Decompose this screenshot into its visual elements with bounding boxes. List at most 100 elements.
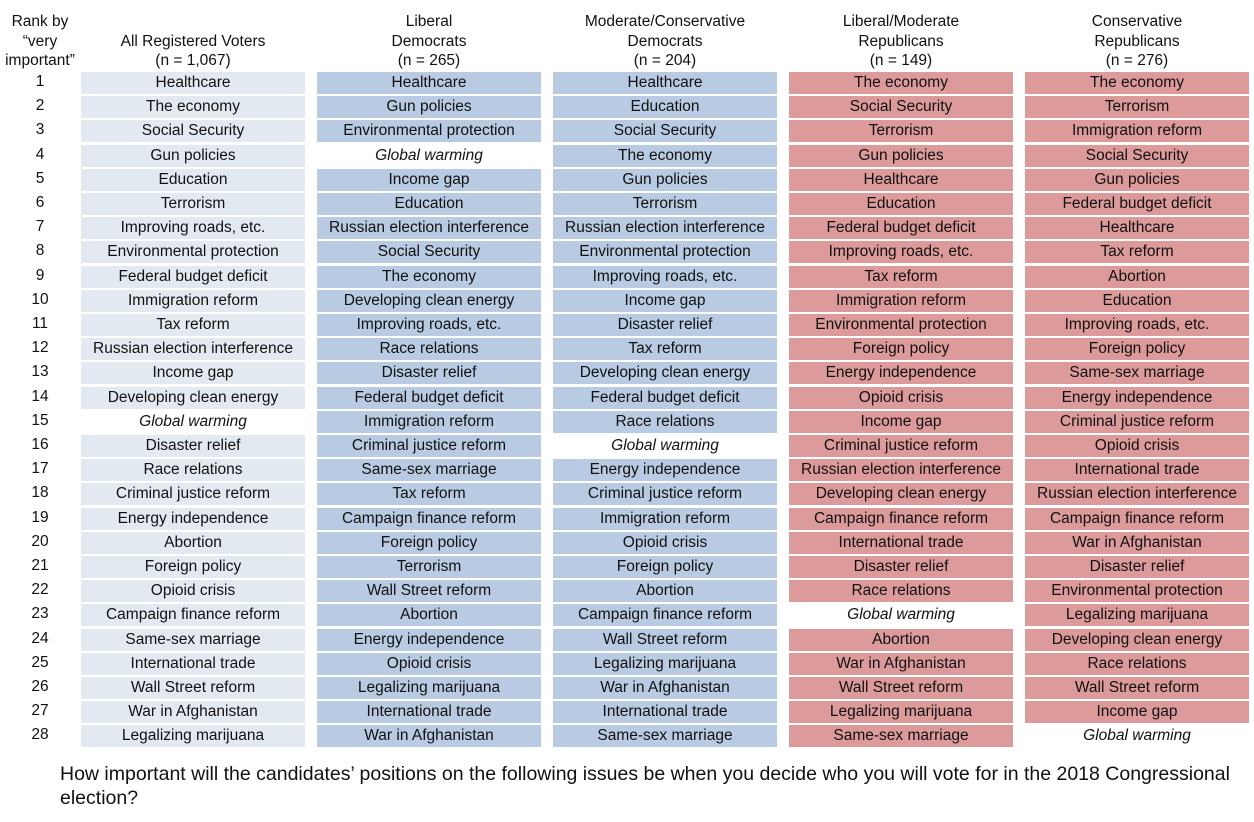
issue-cell: Immigration reform <box>81 289 305 312</box>
column-header-line: Democrats <box>391 32 467 50</box>
column-header-line: All Registered Voters <box>120 32 266 50</box>
rank-number: 11 <box>31 315 49 332</box>
issue-cell: Campaign finance reform <box>789 507 1013 530</box>
rank-number: 1 <box>35 73 45 90</box>
rank-header-line: Rank by <box>11 13 69 30</box>
issue-cell: Terrorism <box>789 120 1013 143</box>
issue-cell: Income gap <box>553 289 777 312</box>
issue-cell: Social Security <box>789 96 1013 119</box>
issue-cell: The economy <box>317 265 541 288</box>
issue-cell: Energy independence <box>81 507 305 530</box>
issue-cell: International trade <box>1025 459 1249 482</box>
issue-cell: Improving roads, etc. <box>317 314 541 336</box>
issue-cell: Campaign finance reform <box>317 507 541 530</box>
issue-cell: Healthcare <box>317 72 541 94</box>
issue-cell: Same-sex marriage <box>1025 362 1249 385</box>
issue-cell: Same-sex marriage <box>317 459 541 482</box>
issue-cell: Terrorism <box>1025 96 1249 119</box>
issue-cell: Immigration reform <box>553 507 777 530</box>
issue-cell: Federal budget deficit <box>1025 193 1249 215</box>
issue-cell: Foreign policy <box>317 531 541 554</box>
issue-cell: Healthcare <box>1025 217 1249 240</box>
issue-cell: Disaster relief <box>553 314 777 336</box>
rank-number: 22 <box>31 581 49 599</box>
rank-header-line: important” <box>5 52 75 69</box>
issue-cell: Russian election interference <box>1025 483 1249 506</box>
issue-cell: Social Security <box>1025 144 1249 167</box>
issue-cell: Opioid crisis <box>81 580 305 603</box>
issue-cell: Criminal justice reform <box>1025 410 1249 433</box>
issue-cell: Russian election interference <box>81 338 305 361</box>
issue-cell: Developing clean energy <box>317 289 541 312</box>
issue-cell: Campaign finance reform <box>1025 507 1249 530</box>
column-header-line: (n = 265) <box>397 52 461 69</box>
issue-cell: Developing clean energy <box>789 483 1013 506</box>
issue-cell: Tax reform <box>789 265 1013 288</box>
issue-cell: Disaster relief <box>81 435 305 457</box>
issue-cell: Race relations <box>789 580 1013 603</box>
issue-cell: Opioid crisis <box>789 386 1013 409</box>
rank-number: 9 <box>35 266 45 284</box>
issue-cell: Developing clean energy <box>1025 628 1249 651</box>
rank-number: 4 <box>35 145 45 163</box>
issue-cell: War in Afghanistan <box>81 701 305 724</box>
issue-cell: Legalizing marijuana <box>1025 604 1249 627</box>
rank-number: 16 <box>31 436 49 453</box>
issue-cell: Global warming <box>611 437 719 454</box>
rank-number: 27 <box>31 702 49 720</box>
issue-cell: Campaign finance reform <box>553 604 777 627</box>
issue-cell: Russian election interference <box>553 217 777 240</box>
issue-cell: Healthcare <box>789 168 1013 191</box>
issue-cell: Terrorism <box>81 193 305 215</box>
issue-cell: War in Afghanistan <box>1025 531 1249 554</box>
issue-cell: Same-sex marriage <box>789 725 1013 748</box>
issue-cell: Disaster relief <box>317 362 541 385</box>
issue-cell: Immigration reform <box>789 289 1013 312</box>
issue-cell: Gun policies <box>553 168 777 191</box>
column-header-line: (n = 149) <box>869 52 933 69</box>
issue-cell: Education <box>789 193 1013 215</box>
issue-cell: War in Afghanistan <box>789 652 1013 675</box>
issue-cell: International trade <box>317 701 541 724</box>
issue-cell: Disaster relief <box>1025 556 1249 578</box>
issue-cell: Criminal justice reform <box>789 435 1013 457</box>
issue-cell: Tax reform <box>553 338 777 361</box>
issue-cell: Energy independence <box>553 459 777 482</box>
issue-cell: Social Security <box>81 120 305 143</box>
issue-cell: Legalizing marijuana <box>317 677 541 699</box>
issue-cell: Environmental protection <box>553 241 777 264</box>
rank-number: 14 <box>31 387 49 405</box>
issue-cell: Opioid crisis <box>317 652 541 675</box>
issue-cell: Criminal justice reform <box>317 435 541 457</box>
rank-number: 5 <box>35 169 45 187</box>
issue-cell: Criminal justice reform <box>553 483 777 506</box>
issue-cell: Legalizing marijuana <box>553 652 777 675</box>
issue-cell: Same-sex marriage <box>553 725 777 748</box>
issue-cell: Race relations <box>317 338 541 361</box>
rank-number: 21 <box>31 557 49 574</box>
issue-cell: Wall Street reform <box>81 677 305 699</box>
issue-cell: Education <box>317 193 541 215</box>
column-header: Liberal Democrats (n = 265) <box>317 12 541 71</box>
issue-cell: Immigration reform <box>1025 120 1249 143</box>
issue-cell: Race relations <box>81 459 305 482</box>
rank-number: 23 <box>31 605 49 623</box>
rank-header-line: “very <box>22 32 58 50</box>
issue-cell: Gun policies <box>789 144 1013 167</box>
issue-cell: Federal budget deficit <box>553 386 777 409</box>
rank-number: 7 <box>35 218 45 236</box>
issue-cell: Abortion <box>553 580 777 603</box>
column-header: All Registered Voters (n = 1,067) <box>81 32 305 71</box>
issue-cell: Terrorism <box>317 556 541 578</box>
issue-cell: Federal budget deficit <box>81 265 305 288</box>
issue-cell: Improving roads, etc. <box>789 241 1013 264</box>
issue-cell: Criminal justice reform <box>81 483 305 506</box>
issue-cell: Income gap <box>317 168 541 191</box>
issue-cell: Education <box>553 96 777 119</box>
issue-cell: Global warming <box>847 606 955 624</box>
issue-cell: Federal budget deficit <box>789 217 1013 240</box>
rank-number: 10 <box>31 290 49 308</box>
column-header-line: Republicans <box>1094 32 1180 50</box>
column-header-line: Moderate/Conservative <box>584 13 746 30</box>
issue-cell: The economy <box>553 144 777 167</box>
